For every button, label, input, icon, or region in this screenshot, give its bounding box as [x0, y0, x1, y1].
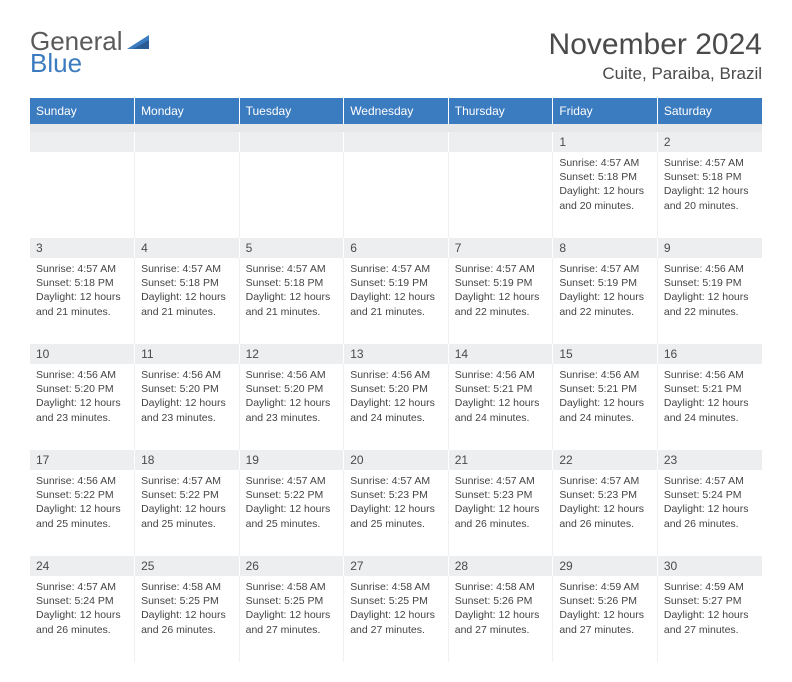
day-number: 16 [657, 344, 762, 364]
weekday-fri: Friday [553, 98, 658, 124]
day-cell [448, 152, 553, 238]
day-cell: Sunrise: 4:56 AMSunset: 5:21 PMDaylight:… [553, 364, 658, 450]
day-number: 21 [448, 450, 553, 470]
day-cell: Sunrise: 4:56 AMSunset: 5:19 PMDaylight:… [657, 258, 762, 344]
day-number: 17 [30, 450, 135, 470]
daynum-row: 12 [30, 132, 762, 152]
day-number: 29 [553, 556, 658, 576]
header: GeneralBlue November 2024 Cuite, Paraiba… [30, 28, 762, 84]
day-number: 12 [239, 344, 344, 364]
day-number: 3 [30, 238, 135, 258]
day-cell: Sunrise: 4:57 AMSunset: 5:18 PMDaylight:… [657, 152, 762, 238]
day-cell: Sunrise: 4:56 AMSunset: 5:20 PMDaylight:… [135, 364, 240, 450]
day-cell: Sunrise: 4:59 AMSunset: 5:26 PMDaylight:… [553, 576, 658, 662]
day-number: 9 [657, 238, 762, 258]
day-number: 19 [239, 450, 344, 470]
location: Cuite, Paraiba, Brazil [549, 64, 762, 84]
day-cell: Sunrise: 4:56 AMSunset: 5:21 PMDaylight:… [448, 364, 553, 450]
day-number: 15 [553, 344, 658, 364]
calendar-page: GeneralBlue November 2024 Cuite, Paraiba… [0, 0, 792, 682]
daynum-row: 3456789 [30, 238, 762, 258]
day-cell: Sunrise: 4:57 AMSunset: 5:24 PMDaylight:… [657, 470, 762, 556]
month-title: November 2024 [549, 28, 762, 62]
day-number [135, 132, 240, 152]
day-cell: Sunrise: 4:58 AMSunset: 5:26 PMDaylight:… [448, 576, 553, 662]
day-cell: Sunrise: 4:58 AMSunset: 5:25 PMDaylight:… [239, 576, 344, 662]
weekday-sun: Sunday [30, 98, 135, 124]
day-number [30, 132, 135, 152]
weekday-tue: Tuesday [239, 98, 344, 124]
day-cell: Sunrise: 4:58 AMSunset: 5:25 PMDaylight:… [344, 576, 449, 662]
day-cell: Sunrise: 4:57 AMSunset: 5:23 PMDaylight:… [344, 470, 449, 556]
day-cell: Sunrise: 4:57 AMSunset: 5:19 PMDaylight:… [553, 258, 658, 344]
daynum-row: 17181920212223 [30, 450, 762, 470]
day-number: 13 [344, 344, 449, 364]
weekday-mon: Monday [135, 98, 240, 124]
day-cell [239, 152, 344, 238]
day-cell: Sunrise: 4:57 AMSunset: 5:18 PMDaylight:… [239, 258, 344, 344]
day-cell [135, 152, 240, 238]
logo-triangle-icon [127, 28, 151, 54]
day-number: 24 [30, 556, 135, 576]
day-cell: Sunrise: 4:56 AMSunset: 5:20 PMDaylight:… [30, 364, 135, 450]
weekday-header-row: Sunday Monday Tuesday Wednesday Thursday… [30, 98, 762, 124]
calendar-table: Sunday Monday Tuesday Wednesday Thursday… [30, 98, 762, 662]
calendar-body: 12Sunrise: 4:57 AMSunset: 5:18 PMDayligh… [30, 124, 762, 662]
day-number: 30 [657, 556, 762, 576]
day-number: 28 [448, 556, 553, 576]
day-number: 11 [135, 344, 240, 364]
day-number [344, 132, 449, 152]
day-cell: Sunrise: 4:56 AMSunset: 5:20 PMDaylight:… [239, 364, 344, 450]
day-cell: Sunrise: 4:57 AMSunset: 5:18 PMDaylight:… [553, 152, 658, 238]
day-cell: Sunrise: 4:56 AMSunset: 5:21 PMDaylight:… [657, 364, 762, 450]
week-row: Sunrise: 4:57 AMSunset: 5:24 PMDaylight:… [30, 576, 762, 662]
day-cell: Sunrise: 4:57 AMSunset: 5:19 PMDaylight:… [344, 258, 449, 344]
daynum-row: 10111213141516 [30, 344, 762, 364]
day-number: 22 [553, 450, 658, 470]
weekday-wed: Wednesday [344, 98, 449, 124]
day-number: 20 [344, 450, 449, 470]
week-row: Sunrise: 4:57 AMSunset: 5:18 PMDaylight:… [30, 152, 762, 238]
day-cell: Sunrise: 4:58 AMSunset: 5:25 PMDaylight:… [135, 576, 240, 662]
day-cell: Sunrise: 4:57 AMSunset: 5:24 PMDaylight:… [30, 576, 135, 662]
day-number: 4 [135, 238, 240, 258]
day-number: 10 [30, 344, 135, 364]
day-cell: Sunrise: 4:57 AMSunset: 5:18 PMDaylight:… [135, 258, 240, 344]
day-number: 18 [135, 450, 240, 470]
day-number: 5 [239, 238, 344, 258]
day-cell: Sunrise: 4:56 AMSunset: 5:22 PMDaylight:… [30, 470, 135, 556]
day-cell: Sunrise: 4:57 AMSunset: 5:23 PMDaylight:… [553, 470, 658, 556]
day-number: 25 [135, 556, 240, 576]
week-row: Sunrise: 4:56 AMSunset: 5:22 PMDaylight:… [30, 470, 762, 556]
day-number [448, 132, 553, 152]
day-cell: Sunrise: 4:57 AMSunset: 5:19 PMDaylight:… [448, 258, 553, 344]
day-cell [344, 152, 449, 238]
day-number: 23 [657, 450, 762, 470]
title-block: November 2024 Cuite, Paraiba, Brazil [549, 28, 762, 84]
logo: GeneralBlue [30, 28, 151, 76]
day-number: 2 [657, 132, 762, 152]
weekday-sat: Saturday [657, 98, 762, 124]
separator-row [30, 124, 762, 132]
day-cell [30, 152, 135, 238]
day-number: 14 [448, 344, 553, 364]
week-row: Sunrise: 4:56 AMSunset: 5:20 PMDaylight:… [30, 364, 762, 450]
week-row: Sunrise: 4:57 AMSunset: 5:18 PMDaylight:… [30, 258, 762, 344]
day-number: 1 [553, 132, 658, 152]
daynum-row: 24252627282930 [30, 556, 762, 576]
day-cell: Sunrise: 4:59 AMSunset: 5:27 PMDaylight:… [657, 576, 762, 662]
day-cell: Sunrise: 4:57 AMSunset: 5:23 PMDaylight:… [448, 470, 553, 556]
day-cell: Sunrise: 4:57 AMSunset: 5:22 PMDaylight:… [239, 470, 344, 556]
day-number: 27 [344, 556, 449, 576]
day-number: 6 [344, 238, 449, 258]
day-cell: Sunrise: 4:57 AMSunset: 5:18 PMDaylight:… [30, 258, 135, 344]
day-number [239, 132, 344, 152]
day-number: 26 [239, 556, 344, 576]
weekday-thu: Thursday [448, 98, 553, 124]
day-cell: Sunrise: 4:56 AMSunset: 5:20 PMDaylight:… [344, 364, 449, 450]
day-number: 7 [448, 238, 553, 258]
day-cell: Sunrise: 4:57 AMSunset: 5:22 PMDaylight:… [135, 470, 240, 556]
day-number: 8 [553, 238, 658, 258]
